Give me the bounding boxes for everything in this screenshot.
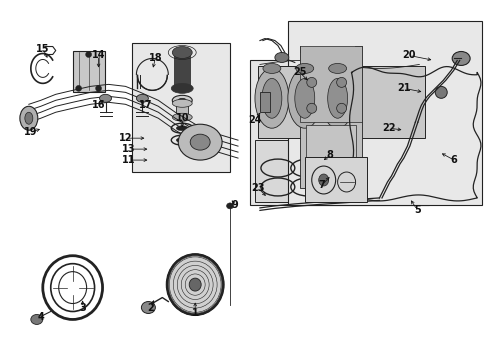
Text: 9: 9 xyxy=(232,200,239,210)
Ellipse shape xyxy=(263,63,281,73)
Text: 13: 13 xyxy=(122,144,135,154)
Ellipse shape xyxy=(25,112,33,124)
Bar xyxy=(258,67,425,138)
Ellipse shape xyxy=(172,99,192,107)
Ellipse shape xyxy=(172,95,192,105)
Ellipse shape xyxy=(318,174,329,186)
Ellipse shape xyxy=(172,84,193,93)
Text: 1: 1 xyxy=(192,309,198,319)
Ellipse shape xyxy=(307,77,317,87)
Ellipse shape xyxy=(296,63,314,73)
Text: 11: 11 xyxy=(122,155,135,165)
Bar xyxy=(260,92,270,112)
Ellipse shape xyxy=(167,255,223,315)
Ellipse shape xyxy=(172,113,192,121)
Ellipse shape xyxy=(136,94,148,102)
Text: 10: 10 xyxy=(175,113,189,123)
Text: 4: 4 xyxy=(37,312,44,323)
Ellipse shape xyxy=(166,254,224,315)
Text: 16: 16 xyxy=(92,100,105,110)
Bar xyxy=(174,53,190,88)
Ellipse shape xyxy=(178,98,186,102)
Text: 5: 5 xyxy=(414,205,421,215)
Ellipse shape xyxy=(321,68,355,128)
Ellipse shape xyxy=(329,63,346,73)
Ellipse shape xyxy=(328,78,347,118)
Ellipse shape xyxy=(20,106,38,130)
Polygon shape xyxy=(300,45,362,188)
Ellipse shape xyxy=(189,278,201,291)
Bar xyxy=(305,157,367,202)
Ellipse shape xyxy=(96,85,101,91)
Text: 2: 2 xyxy=(147,302,154,312)
Ellipse shape xyxy=(176,138,188,143)
Text: 6: 6 xyxy=(451,155,458,165)
Ellipse shape xyxy=(176,126,188,131)
Ellipse shape xyxy=(288,68,322,128)
Ellipse shape xyxy=(172,46,192,58)
Ellipse shape xyxy=(178,124,222,160)
Text: 24: 24 xyxy=(248,115,262,125)
Bar xyxy=(306,125,356,185)
Ellipse shape xyxy=(75,85,82,91)
Ellipse shape xyxy=(190,134,210,150)
Ellipse shape xyxy=(255,68,289,128)
Bar xyxy=(132,42,230,172)
Bar xyxy=(300,45,362,122)
Ellipse shape xyxy=(31,315,43,324)
Text: 18: 18 xyxy=(148,54,162,63)
Text: 19: 19 xyxy=(24,127,38,137)
Text: 7: 7 xyxy=(318,180,325,190)
Text: 15: 15 xyxy=(36,44,49,54)
Ellipse shape xyxy=(337,77,346,87)
Ellipse shape xyxy=(86,51,92,58)
Bar xyxy=(176,103,188,117)
Ellipse shape xyxy=(435,86,447,98)
Ellipse shape xyxy=(275,53,289,62)
Ellipse shape xyxy=(142,302,155,314)
Ellipse shape xyxy=(452,51,470,66)
Bar xyxy=(288,21,482,205)
Bar xyxy=(250,60,429,205)
Text: 12: 12 xyxy=(119,133,132,143)
Ellipse shape xyxy=(295,78,315,118)
Ellipse shape xyxy=(99,94,112,102)
Bar xyxy=(73,50,104,92)
Bar xyxy=(255,140,390,202)
Ellipse shape xyxy=(226,203,234,209)
Text: 20: 20 xyxy=(403,50,416,60)
Text: 3: 3 xyxy=(79,302,86,312)
Ellipse shape xyxy=(337,103,346,113)
Text: 17: 17 xyxy=(139,100,152,110)
Text: 14: 14 xyxy=(92,50,105,60)
Text: 23: 23 xyxy=(251,183,265,193)
Ellipse shape xyxy=(262,78,282,118)
Text: 8: 8 xyxy=(326,150,333,160)
Text: 21: 21 xyxy=(397,84,411,93)
Text: 25: 25 xyxy=(293,67,307,77)
Text: 22: 22 xyxy=(383,123,396,133)
Ellipse shape xyxy=(168,256,222,314)
Ellipse shape xyxy=(307,103,317,113)
